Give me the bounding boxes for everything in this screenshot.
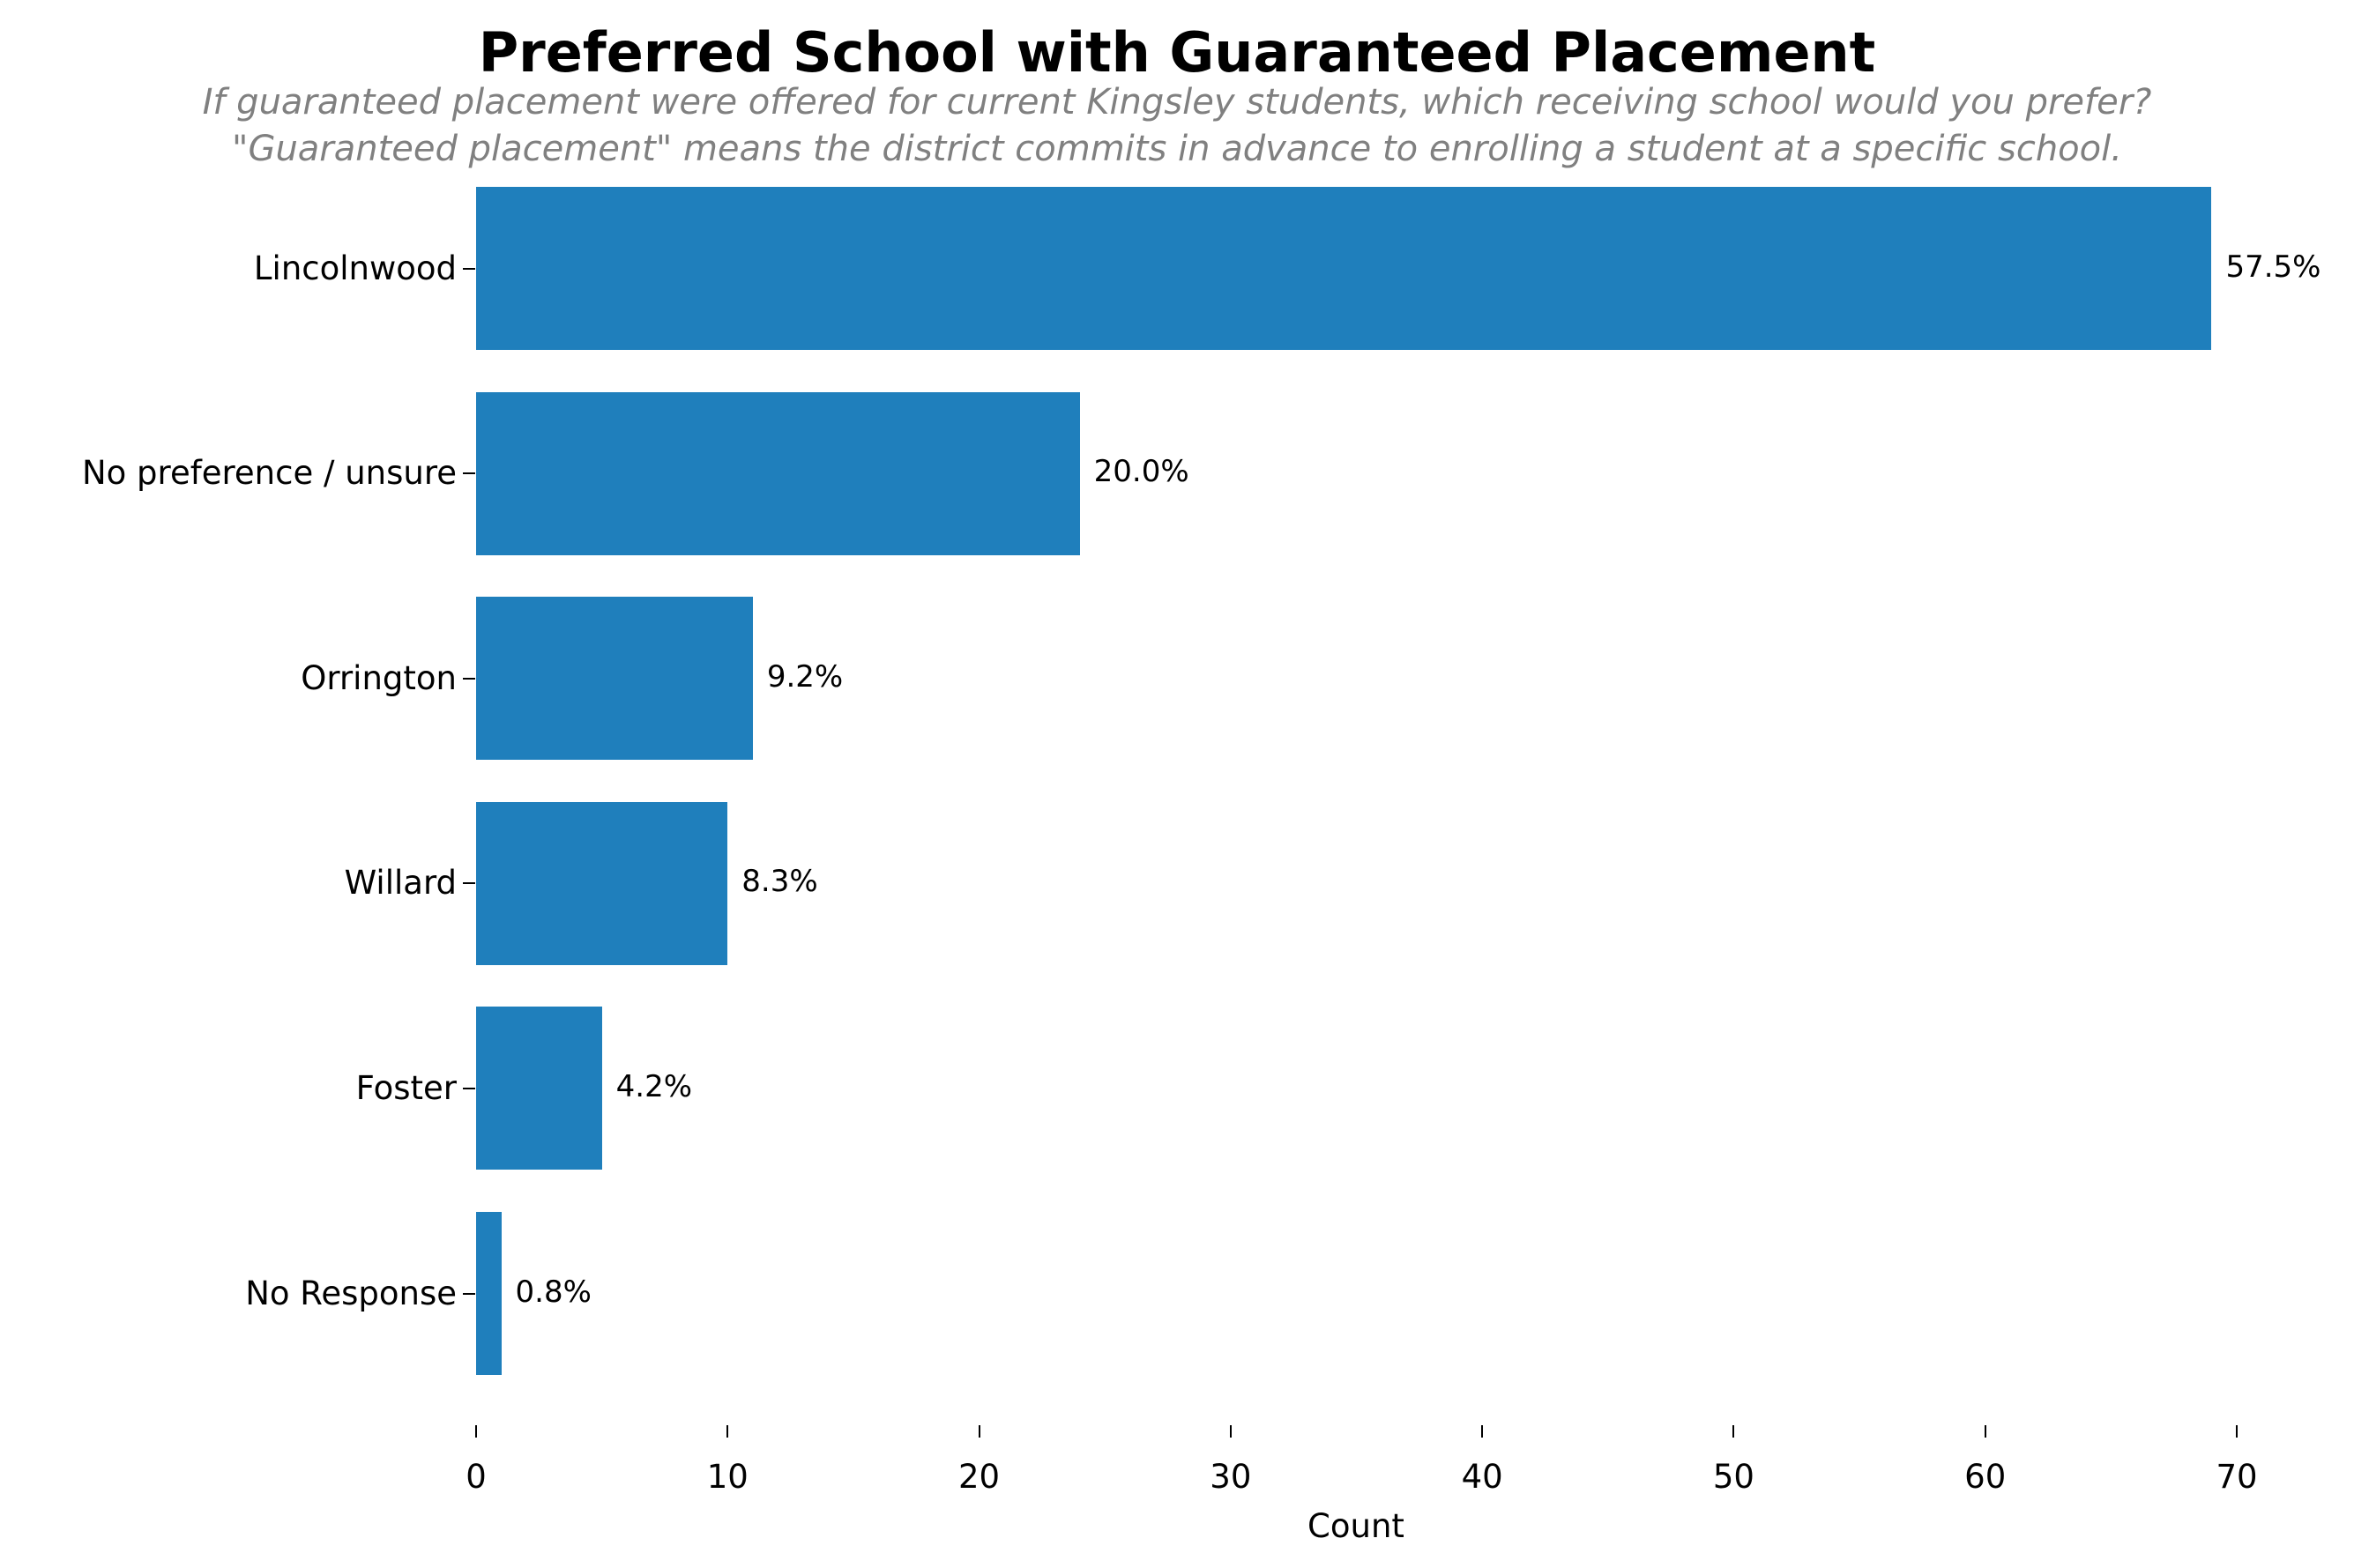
bar-value-label: 0.8% xyxy=(515,1274,592,1310)
y-tick-label: No preference / unsure xyxy=(81,454,457,493)
y-tick-mark xyxy=(463,267,475,270)
y-tick-mark xyxy=(463,677,475,680)
x-tick-mark xyxy=(1984,1425,1986,1438)
bar-value-label: 8.3% xyxy=(741,864,818,900)
y-tick-mark xyxy=(463,1292,475,1295)
y-tick-label: Lincolnwood xyxy=(253,249,457,287)
y-tick-mark xyxy=(463,882,475,885)
x-tick-mark xyxy=(726,1425,729,1438)
x-tick-mark xyxy=(2236,1425,2238,1438)
x-tick-label: 50 xyxy=(1712,1458,1754,1496)
bar xyxy=(476,1212,502,1375)
y-tick-label: Orrington xyxy=(301,658,457,697)
x-axis-title: Count xyxy=(1307,1507,1404,1545)
bar-value-label: 4.2% xyxy=(615,1068,693,1104)
x-tick-mark xyxy=(475,1425,477,1438)
y-tick-label: Foster xyxy=(355,1068,457,1107)
y-tick-mark xyxy=(463,472,475,475)
x-tick-mark xyxy=(1481,1425,1484,1438)
x-tick-label: 10 xyxy=(706,1458,749,1496)
bar xyxy=(476,187,2212,350)
x-tick-mark xyxy=(978,1425,980,1438)
chart-title: Preferred School with Guaranteed Placeme… xyxy=(478,20,1876,85)
x-tick-label: 30 xyxy=(1210,1458,1252,1496)
x-tick-mark xyxy=(1229,1425,1232,1438)
y-tick-mark xyxy=(463,1087,475,1089)
x-tick-label: 0 xyxy=(466,1458,487,1496)
y-tick-label: No Response xyxy=(245,1274,457,1312)
y-tick-label: Willard xyxy=(344,864,457,903)
bar xyxy=(476,1007,602,1170)
chart-subtitle-line-2: "Guaranteed placement" means the distric… xyxy=(232,129,2122,169)
x-tick-label: 40 xyxy=(1461,1458,1503,1496)
bar-value-label: 9.2% xyxy=(766,658,844,695)
bar xyxy=(476,801,728,965)
bar xyxy=(476,391,1080,555)
x-tick-label: 20 xyxy=(958,1458,1001,1496)
chart-subtitle-line-1: If guaranteed placement were offered for… xyxy=(202,82,2152,123)
bar xyxy=(476,597,753,761)
x-tick-label: 70 xyxy=(2216,1458,2258,1496)
x-tick-mark xyxy=(1732,1425,1735,1438)
bar-value-label: 20.0% xyxy=(1093,454,1189,490)
x-tick-label: 60 xyxy=(1964,1458,2007,1496)
bar-value-label: 57.5% xyxy=(2225,249,2321,285)
